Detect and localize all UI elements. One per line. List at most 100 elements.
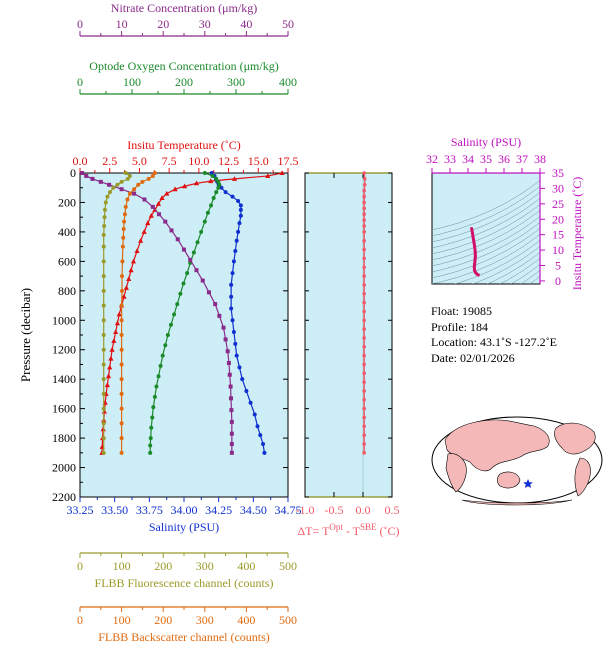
delta-t-label-part: - T [343,524,361,538]
delta-t-point [362,206,366,211]
oxygen-tick-label: 200 [175,75,193,89]
delta-t-label-superscript: Opt [329,522,343,532]
salinity-point [233,341,238,346]
nitrate-point [229,431,234,436]
nitrate-point [142,197,147,202]
temperature-point [134,248,140,254]
salinity-point [252,412,257,417]
salinity-axis-label: Salinity (PSU) [149,520,219,534]
map-land [444,419,596,506]
salinity-point [229,282,234,287]
backscatter-tick-label: 400 [237,613,255,627]
nitrate-tick-label: 50 [282,17,294,31]
nitrate-point [182,247,186,252]
temperature-point [181,183,188,189]
oxygen-point [202,171,207,175]
ts-contour-line [432,192,540,243]
oxygen-point [169,322,173,327]
fluorescence-point [101,436,106,441]
salinity-axis: 33.25 33.50 33.75 34.00 34.25 34.50 34.75 Salin… [67,497,302,534]
oxygen-point [152,394,157,399]
fluorescence-point [101,318,106,323]
pressure-tick-label: 200 [58,195,76,209]
fluorescence-point [101,274,106,279]
delta-t-label-part: (˚C) [377,524,400,538]
map-land-south-america [574,457,591,497]
salinity-tick-label: 34.00 [171,503,198,517]
delta-t-point [362,371,366,376]
nitrate-tick-label: 10 [116,17,128,31]
backscatter-point [127,191,132,196]
nitrate-point [90,176,95,181]
fluorescence-point [119,179,124,184]
oxygen-point [156,374,161,379]
salinity-point [244,388,249,393]
backscatter-point [119,436,124,441]
nitrate-tick-label: 30 [199,17,211,31]
profile-number-text: Profile: 184 [431,319,488,334]
fluorescence-point [105,194,110,199]
fluorescence-point [101,288,106,293]
pressure-tick-label: 2000 [52,461,76,475]
salinity-tick-label: 33.50 [101,503,128,517]
fluorescence-point [101,406,106,411]
temperature-point [113,329,119,335]
fluorescence-point [102,215,107,220]
temperature-point [279,170,285,175]
oxygen-point [209,203,214,208]
ts-contour-line [432,198,540,249]
ts-point [473,258,477,262]
oxygen-point [211,196,216,201]
delta-t-point [362,300,366,305]
oxygen-point [172,312,177,317]
oxygen-point [214,190,219,195]
delta-t-point [362,336,366,340]
nitrate-point [221,325,226,330]
map-float-location-icon [523,479,533,488]
oxygen-point [154,384,159,389]
delta-t-point [362,274,366,278]
pressure-tick-label: 2200 [52,490,76,504]
map-land-australia [497,471,521,489]
nitrate-series [80,171,234,455]
delta-t-label-part: ΔT= T [297,524,330,538]
nitrate-axis: 0 10 20 30 40 50 Nitrate Concentration (μm/kg) [77,1,294,37]
salinity-tick-label: 34.75 [275,503,302,517]
fluorescence-point [103,200,108,205]
main-profile-panel: 0200400600800100012001400160018002000220… [18,1,302,644]
temperature-tick-label: 5.0 [132,154,147,168]
pressure-tick-label: 1800 [52,431,76,445]
ts-x-tick-label: 32 [426,152,438,166]
salinity-tick-label: 34.50 [240,503,267,517]
fluorescence-point [101,391,106,396]
ts-contour-line [422,358,550,418]
fluorescence-tick-label: 0 [77,559,83,573]
ts-contour-line [510,264,540,284]
temperature-point [208,178,214,184]
temperature-tick-label: 15.0 [248,154,269,168]
salinity-point [258,433,263,438]
temperature-point [105,373,112,379]
backscatter-point [146,176,151,181]
ts-contour-line [487,252,540,284]
ts-point [473,262,477,266]
oxygen-point [149,425,154,430]
temperature-point [138,237,144,243]
backscatter-point [122,212,127,217]
date-text: Date: 02/01/2026 [431,350,515,365]
salinity-point [233,249,238,254]
oxygen-tick-label: 300 [227,75,245,89]
main-plot-area [79,172,289,498]
salinity-point [237,221,242,226]
temperature-tick-label: 12.5 [218,154,239,168]
oxygen-point [163,343,168,348]
oxygen-series-line [149,172,220,453]
nitrate-point [98,179,103,184]
temperature-point [107,364,113,370]
delta-t-plot-area [304,172,393,498]
fluorescence-point [111,185,116,190]
nitrate-point [228,384,233,389]
ts-point [473,254,477,258]
delta-t-point [362,344,366,349]
backscatter-point [120,288,125,293]
